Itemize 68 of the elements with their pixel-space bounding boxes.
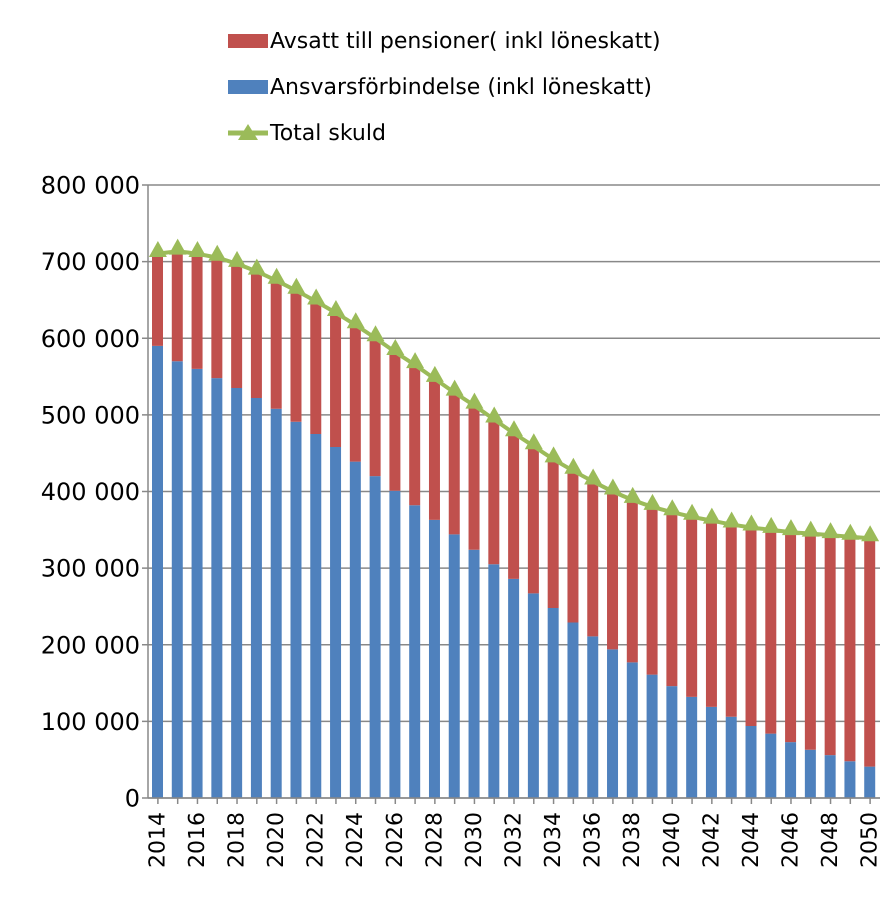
- y-tick-label: 200 000: [40, 631, 140, 660]
- x-tick-label: 2030: [462, 812, 487, 868]
- bar: [270, 408, 282, 798]
- legend-label: Ansvarsförbindelse (inkl löneskatt): [270, 74, 652, 100]
- x-tick-label: 2014: [145, 812, 170, 868]
- bar: [824, 755, 836, 798]
- x-tick-label: 2044: [738, 812, 764, 868]
- bar: [409, 505, 420, 798]
- x-tick-label: 2032: [502, 812, 526, 868]
- x-tick-label: 2024: [343, 812, 368, 868]
- y-tick-label: 700 000: [40, 248, 140, 276]
- bar: [508, 578, 520, 798]
- bar: [587, 636, 598, 798]
- y-tick-label: 0: [124, 784, 140, 813]
- y-tick-label: 100 000: [40, 708, 140, 736]
- bar: [746, 726, 757, 798]
- bar: [428, 520, 440, 798]
- bar: [488, 564, 500, 798]
- bar: [686, 696, 698, 798]
- y-tick-label: 500 000: [40, 401, 140, 430]
- legend-label: Total skuld: [270, 120, 386, 146]
- x-tick-label: 2040: [660, 812, 685, 868]
- x-tick-label: 2048: [818, 812, 844, 868]
- bar: [448, 534, 460, 798]
- bar: [528, 593, 539, 798]
- x-tick-label: 2034: [541, 812, 566, 868]
- bar: [785, 742, 796, 798]
- bar: [290, 422, 302, 798]
- x-tick-label: 2016: [184, 812, 210, 868]
- bar: [726, 716, 737, 798]
- x-tick-label: 2022: [304, 812, 329, 868]
- bar: [250, 398, 262, 798]
- x-tick-label: 2050: [858, 812, 883, 868]
- bar: [350, 462, 361, 798]
- bar: [330, 447, 342, 798]
- bar: [666, 686, 678, 798]
- bar: [626, 662, 638, 798]
- bar: [468, 550, 480, 798]
- bar: [864, 766, 876, 798]
- legend-label: Avsatt till pensioner( inkl löneskatt): [270, 28, 661, 54]
- bar: [211, 378, 222, 798]
- bar: [844, 761, 856, 798]
- bar: [607, 649, 618, 798]
- bar: [646, 674, 658, 798]
- bar: [231, 388, 242, 798]
- x-tick-label: 2042: [699, 812, 724, 868]
- bar: [370, 476, 381, 798]
- bar: [548, 608, 559, 798]
- y-tick-label: 800 000: [40, 172, 140, 200]
- y-tick-label: 400 000: [40, 478, 140, 506]
- bar: [310, 434, 322, 798]
- bar: [389, 490, 400, 798]
- x-tick-label: 2020: [264, 812, 290, 868]
- bar: [804, 750, 816, 798]
- bar: [706, 706, 717, 798]
- x-tick-label: 2038: [620, 812, 646, 868]
- x-tick-label: 2046: [778, 812, 804, 868]
- bar: [765, 734, 776, 798]
- bar: [567, 622, 578, 798]
- y-tick-label: 600 000: [40, 324, 140, 353]
- x-tick-label: 2028: [422, 812, 448, 868]
- x-tick-label: 2018: [224, 812, 250, 868]
- y-tick-label: 300 000: [40, 554, 140, 583]
- bar: [152, 346, 163, 798]
- x-tick-label: 2036: [580, 812, 606, 868]
- x-tick-label: 2026: [382, 812, 408, 868]
- bar: [192, 368, 203, 798]
- bar: [172, 361, 183, 798]
